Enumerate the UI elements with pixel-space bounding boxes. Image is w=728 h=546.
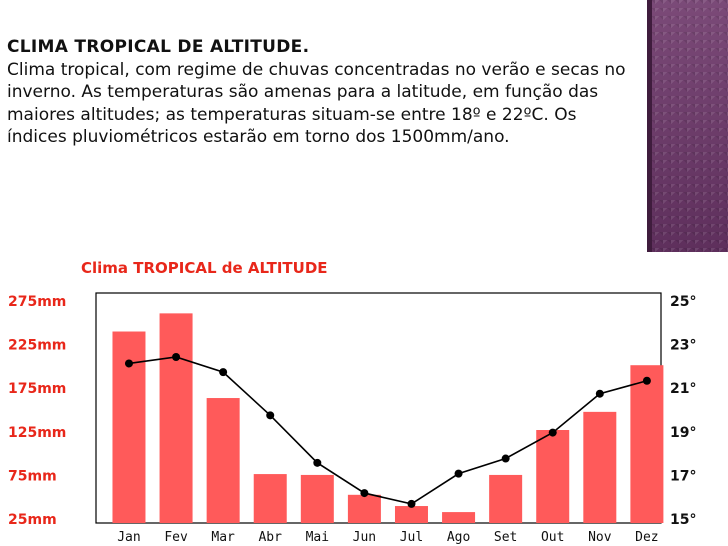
right-tick-label: 17°	[670, 468, 696, 484]
right-tick-label: 23°	[670, 338, 696, 354]
slide-body: Clima tropical, com regime de chuvas con…	[7, 59, 626, 148]
rain-bar-mar	[206, 398, 240, 523]
chart-title: Clima TROPICAL de ALTITUDE	[81, 259, 328, 277]
right-tick-label: 25°	[670, 294, 696, 310]
x-tick-label-set: Set	[494, 530, 517, 545]
x-tick-label-jun: Jun	[353, 530, 376, 545]
temp-point-mar	[219, 368, 228, 377]
right-tick-label: 21°	[670, 381, 696, 397]
temperature-line	[128, 356, 648, 505]
x-tick-label-jan: Jan	[117, 530, 140, 545]
temperature-points	[124, 353, 651, 508]
x-tick-label-ago: Ago	[447, 530, 470, 545]
temp-point-ago	[454, 469, 463, 478]
climate-chart: Clima TROPICAL de ALTITUDE 275mm 225mm 175…	[8, 259, 696, 545]
x-tick-label-abr: Abr	[258, 530, 282, 545]
rain-bar-abr	[253, 474, 287, 523]
temp-point-nov	[595, 389, 604, 398]
rain-bar-ago	[442, 512, 476, 523]
right-tick-label: 15°	[670, 512, 696, 528]
left-tick-label: 175mm	[8, 381, 66, 397]
x-tick-label-out: Out	[541, 530, 564, 545]
right-axis-ticks: 25° 23° 21° 19° 17° 15°	[670, 294, 696, 528]
temp-point-abr	[266, 411, 275, 420]
x-axis-ticks: Jan Fev Mar Abr Mai Jun Jul Ago Set Out Nov Dez	[117, 530, 658, 545]
rain-bar-jul	[394, 506, 428, 523]
temp-point-set	[501, 454, 510, 463]
rain-bar-out	[536, 430, 570, 523]
left-tick-label: 125mm	[8, 425, 66, 441]
left-tick-label: 25mm	[8, 512, 57, 528]
right-tick-label: 19°	[670, 425, 696, 441]
left-tick-label: 75mm	[8, 468, 57, 484]
left-tick-label: 225mm	[8, 338, 66, 354]
rain-bar-jun	[347, 494, 381, 523]
x-tick-label-nov: Nov	[588, 530, 612, 545]
decorative-side-strip	[647, 0, 728, 252]
x-tick-label-mar: Mar	[211, 530, 235, 545]
decorative-strip-edge	[647, 0, 652, 252]
left-tick-label: 275mm	[8, 294, 66, 310]
temp-point-dez	[642, 376, 651, 385]
temp-point-out	[548, 428, 557, 437]
temp-point-mai	[313, 458, 322, 467]
rain-bar-set	[489, 474, 523, 523]
x-tick-label-jul: Jul	[400, 530, 423, 545]
temp-point-jun	[360, 489, 369, 498]
x-tick-label-mai: Mai	[306, 530, 329, 545]
temp-point-jan	[124, 359, 133, 368]
x-tick-label-dez: Dez	[635, 530, 658, 545]
slide-text: CLIMA TROPICAL DE ALTITUDE. Clima tropic…	[7, 36, 637, 149]
temp-point-fev	[172, 353, 181, 361]
rain-bar-dez	[630, 365, 664, 523]
x-tick-label-fev: Fev	[164, 530, 188, 545]
rain-bars	[112, 313, 664, 523]
rain-bar-mai	[300, 474, 334, 523]
rain-bar-fev	[159, 313, 193, 523]
slide-heading: CLIMA TROPICAL DE ALTITUDE.	[7, 37, 310, 57]
left-axis-ticks: 275mm 225mm 175mm 125mm 75mm 25mm	[8, 294, 66, 528]
temp-point-jul	[407, 499, 416, 508]
rain-bar-nov	[583, 411, 617, 523]
